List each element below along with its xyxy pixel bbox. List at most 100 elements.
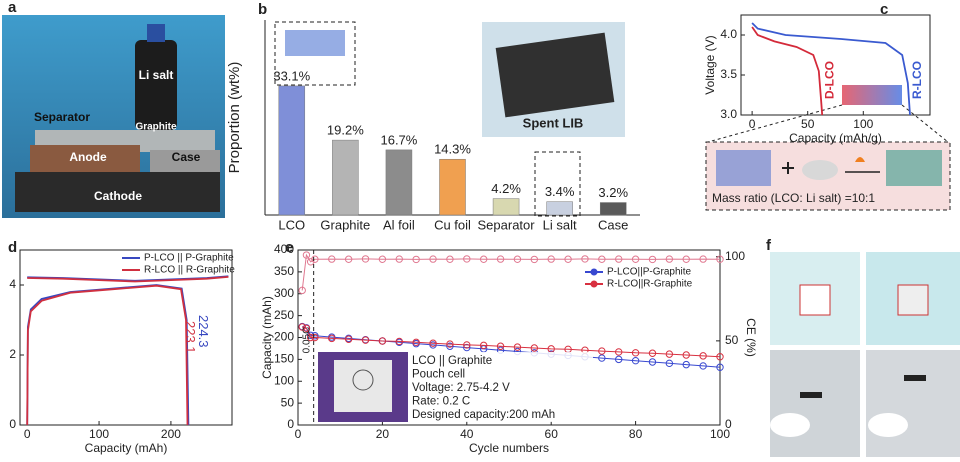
value-label: 14.3%	[434, 142, 471, 157]
y-tick-label: 150	[274, 352, 294, 366]
decor-c	[705, 85, 951, 211]
legend-label: P-LCO || P-Graphite	[144, 253, 234, 264]
marker	[530, 344, 539, 352]
legend-label: P-LCO||P-Graphite	[607, 267, 692, 278]
x-tick-label: 0	[295, 427, 302, 441]
marker	[412, 255, 420, 264]
y2-axis-label: CE (%)	[744, 318, 758, 357]
x-tick-label: 100	[89, 427, 109, 441]
marker	[598, 354, 606, 362]
y-tick-label: 200	[274, 330, 294, 344]
inset-text: Rate: 0.2 C	[412, 396, 470, 408]
panel-letter: b	[258, 1, 267, 18]
x-axis-label: Capacity (mAh/g)	[789, 131, 882, 145]
y2-tick-label: 100	[725, 249, 745, 263]
x-axis-label: Capacity (mAh)	[85, 441, 168, 455]
marker	[306, 258, 315, 266]
y-tick-label: 50	[281, 395, 295, 409]
x-tick-label: LCO	[278, 217, 305, 232]
y-tick-label: 250	[274, 308, 294, 322]
marker	[311, 333, 319, 342]
end-label: 223.1	[183, 321, 198, 354]
photo-label: Separator	[34, 110, 90, 124]
marker	[479, 255, 488, 263]
inset-box	[408, 352, 593, 422]
marker	[716, 353, 724, 361]
y-tick-label: 4.0	[720, 27, 737, 41]
panel-letter: e	[285, 239, 293, 256]
marker	[564, 255, 572, 263]
inset-pouch	[334, 360, 392, 412]
x-tick-label: 200	[161, 427, 181, 441]
marker	[446, 342, 454, 350]
y-tick-label: 4	[9, 277, 16, 291]
marker	[598, 347, 606, 355]
marker	[496, 342, 505, 350]
marker	[429, 255, 437, 263]
x-tick-label: 0	[24, 427, 31, 441]
photo-label: Anode	[69, 150, 107, 164]
value-label: 16.7%	[380, 132, 417, 147]
photo-label: Cathode	[94, 189, 142, 203]
y-tick-label: 350	[274, 264, 294, 278]
y-tick-label: 100	[274, 373, 294, 387]
marker	[699, 362, 707, 370]
value-label: 3.2%	[598, 185, 628, 200]
x-tick-label: 80	[629, 427, 643, 441]
series-line	[751, 22, 911, 116]
inset-text: LCO || Graphite	[412, 355, 492, 367]
marker	[615, 255, 623, 263]
inset-text: Pouch cell	[412, 369, 465, 381]
x-tick-label: 60	[545, 427, 559, 441]
marker	[631, 356, 640, 365]
x-axis-label: Cycle numbers	[469, 441, 549, 455]
marker	[648, 358, 657, 366]
y-tick-label: 300	[274, 286, 294, 300]
panel-letter: a	[8, 0, 17, 16]
y2-tick-label: 50	[725, 333, 739, 347]
x-tick-label: 100	[853, 117, 873, 131]
marker	[513, 255, 522, 263]
marker	[682, 351, 690, 359]
annotation: 0.05C	[301, 327, 312, 354]
marker	[530, 255, 539, 264]
marker	[446, 340, 454, 348]
marker	[429, 339, 437, 347]
x-tick-label: Case	[598, 217, 628, 232]
series-line	[301, 253, 721, 291]
marker	[665, 359, 674, 368]
x-tick-label: 20	[376, 427, 390, 441]
marker	[328, 334, 336, 343]
note: Mass ratio (LCO: Li salt) =10:1	[712, 191, 875, 205]
inset-logo	[352, 369, 374, 391]
marker	[298, 286, 306, 295]
x-tick-label: 100	[710, 427, 730, 441]
bar	[492, 198, 520, 216]
value-label: 19.2%	[327, 123, 364, 138]
value-label: 33.1%	[273, 68, 310, 83]
marker	[302, 324, 311, 333]
marker	[665, 255, 674, 263]
x-tick-label: 40	[460, 427, 474, 441]
value-label: 4.2%	[491, 181, 521, 196]
legend-marker	[590, 280, 598, 288]
end-label: 224.3	[196, 315, 211, 348]
x-tick-label: Cu foil	[434, 217, 471, 232]
x-tick-label: Al foil	[383, 217, 415, 232]
marker	[547, 255, 555, 263]
marker	[699, 352, 707, 360]
marker	[581, 255, 589, 263]
series-line	[302, 326, 721, 368]
y-tick-label: 2	[9, 347, 16, 361]
y-axis-label: Voltage (V)	[703, 35, 717, 94]
marker	[615, 348, 623, 356]
marker	[631, 349, 640, 357]
inset-text: Designed capacity:200 mAh	[412, 409, 555, 421]
bar	[385, 149, 413, 216]
marker	[463, 255, 471, 263]
bar	[332, 139, 359, 216]
series-label: R-LCO	[910, 61, 924, 99]
bar	[546, 201, 573, 216]
y-axis-label: Proportion (wt%)	[226, 62, 243, 174]
